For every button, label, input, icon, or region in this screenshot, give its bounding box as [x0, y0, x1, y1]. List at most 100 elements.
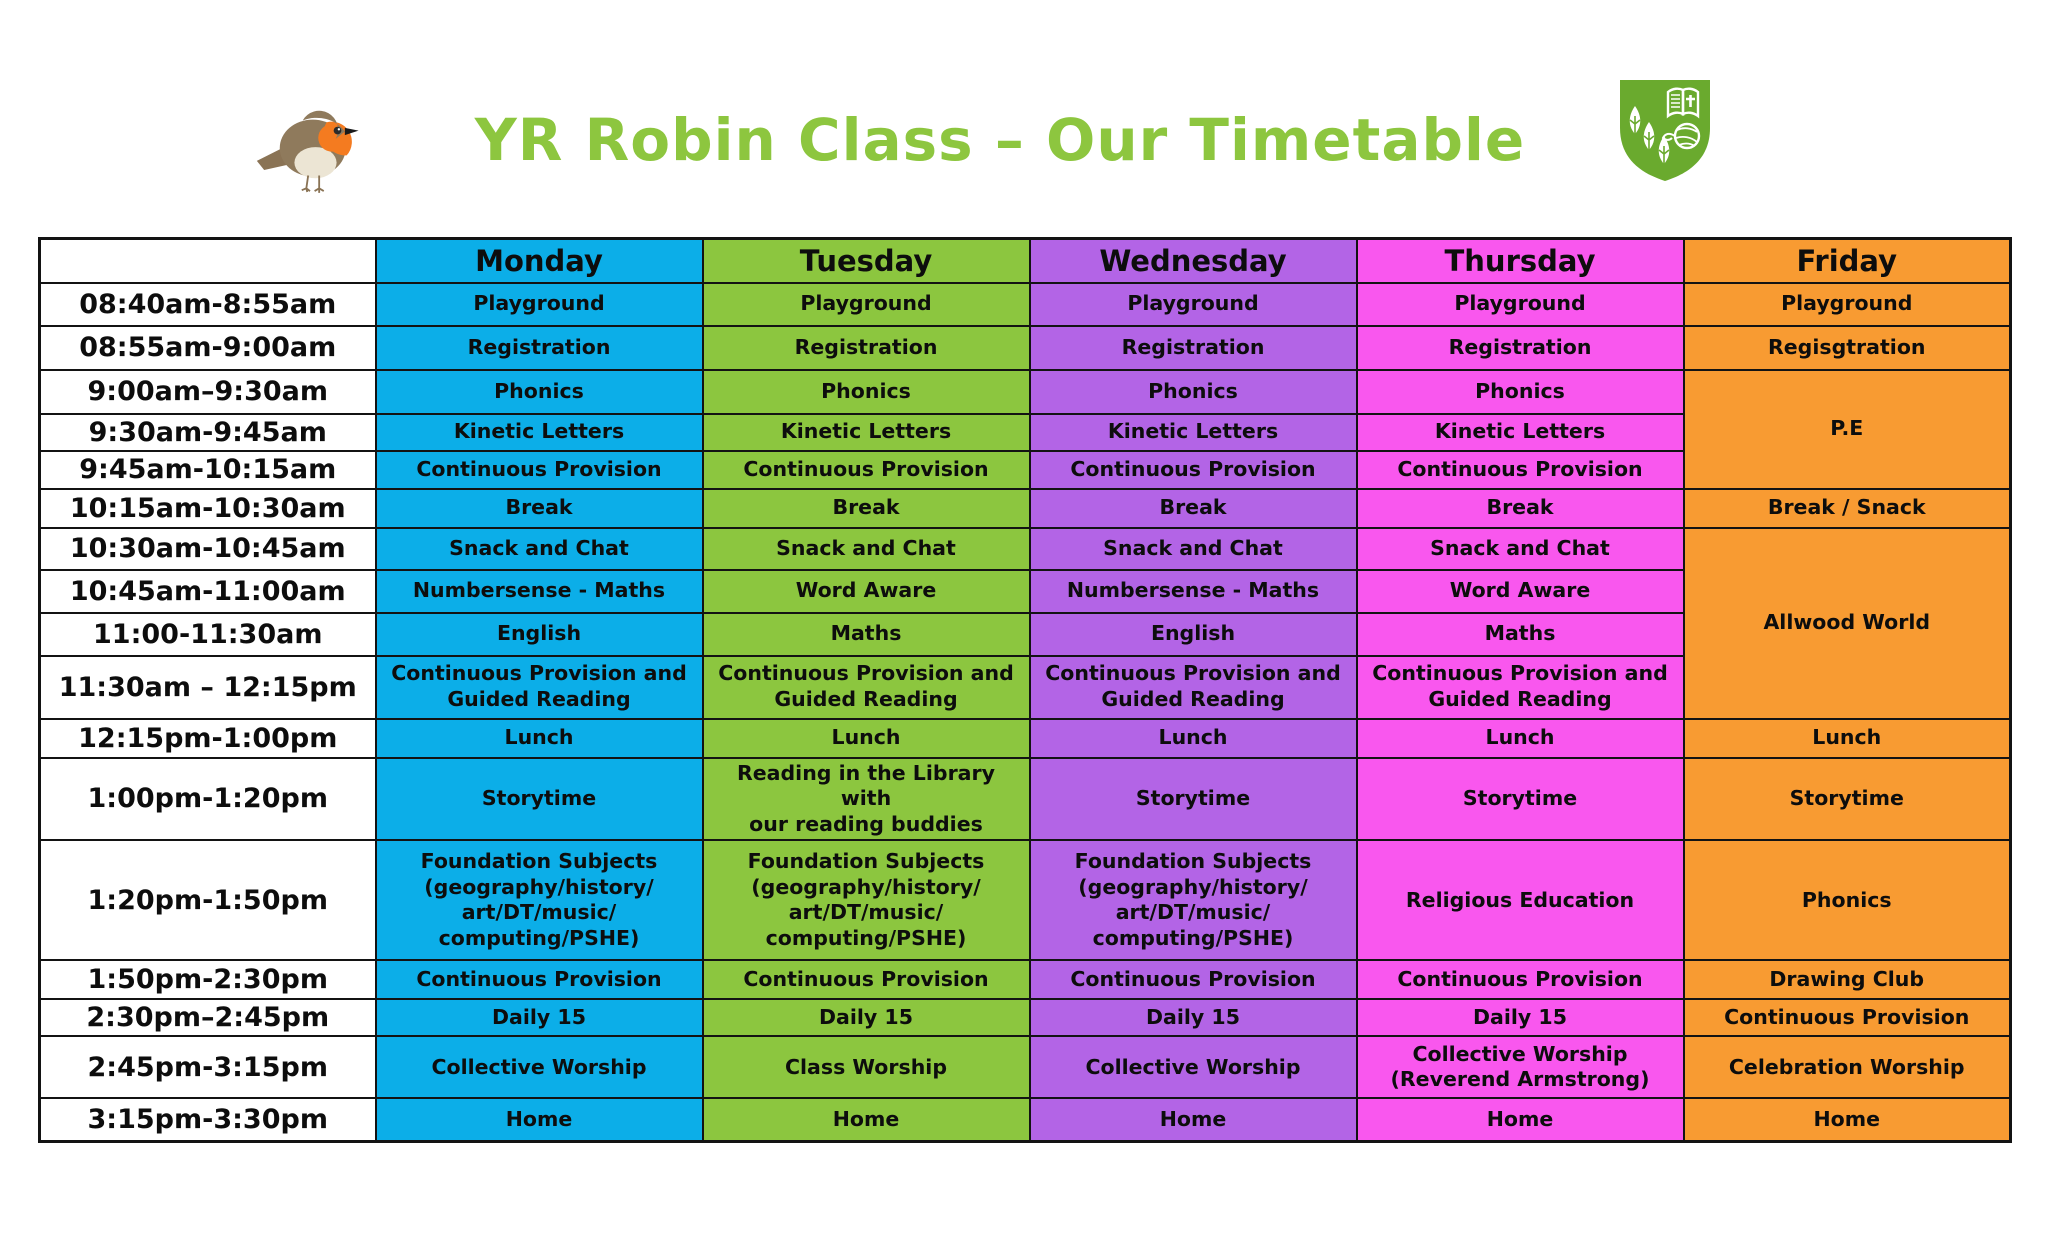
activity-cell: Lunch	[1682, 717, 2012, 759]
activity-cell: Phonics	[374, 368, 704, 415]
time-slot: 12:15pm-1:00pm	[38, 717, 377, 759]
activity-cell: Storytime	[1355, 756, 1685, 842]
time-slot: 10:15am-10:30am	[38, 487, 377, 529]
activity-cell: Kinetic Letters	[701, 412, 1031, 452]
activity-cell: Kinetic Letters	[1355, 412, 1685, 452]
time-slot: 08:55am-9:00am	[38, 324, 377, 371]
activity-cell: Daily 15	[701, 998, 1031, 1038]
timetable-row: 1:00pm-1:20pm Storytime Reading in the Lib…	[38, 756, 2012, 842]
activity-cell: Continuous Provision	[1028, 449, 1358, 490]
activity-cell: Continuous Provision	[701, 449, 1031, 490]
activity-cell: Phonics	[1355, 368, 1685, 415]
activity-cell: Registration	[1355, 324, 1685, 371]
activity-cell: Playground	[1028, 281, 1358, 327]
activity-cell: Storytime	[374, 756, 704, 842]
activity-cell: Registration	[374, 324, 704, 371]
activity-cell: Collective Worship (Reverend Armstrong)	[1355, 1035, 1685, 1100]
timetable-row: 2:30pm–2:45pm Daily 15 Daily 15 Daily 15 Dai…	[38, 998, 2012, 1038]
activity-cell: Daily 15	[1355, 998, 1685, 1038]
activity-cell: Storytime	[1028, 756, 1358, 842]
activity-cell: Continuous Provision	[374, 449, 704, 490]
activity-cell: Reading in the Library with our reading …	[701, 756, 1031, 842]
activity-cell: Continuous Provision and Guided Reading	[1355, 654, 1685, 720]
activity-cell: Foundation Subjects (geography/history/ …	[701, 839, 1031, 962]
timetable-container: Monday Tuesday Wednesday Thursday Friday 08:…	[38, 237, 2012, 1143]
timetable-row: 12:15pm-1:00pm Lunch Lunch Lunch Lunch Lunch	[38, 717, 2012, 759]
activity-cell: Playground	[701, 281, 1031, 327]
activity-cell: Lunch	[1355, 717, 1685, 759]
activity-cell: Snack and Chat	[374, 526, 704, 571]
leaf-trees-icon	[1629, 106, 1670, 170]
activity-cell: Continuous Provision	[1682, 998, 2012, 1038]
timetable-row: 10:45am-11:00am Numbersense - Maths Word A…	[38, 568, 2011, 614]
activity-cell: Phonics	[1028, 368, 1358, 415]
activity-cell: Lunch	[1028, 717, 1358, 759]
activity-cell: Word Aware	[701, 568, 1031, 614]
time-slot: 08:40am-8:55am	[38, 281, 377, 327]
corner-cell	[38, 237, 377, 284]
activity-cell: Break	[1028, 487, 1358, 529]
time-slot: 9:00am–9:30am	[38, 368, 377, 415]
timetable-row: 11:00-11:30am English Maths English Maths	[38, 611, 2011, 657]
time-slot: 1:00pm-1:20pm	[38, 756, 377, 842]
page-header: YR Robin Class – Our Timetable	[0, 30, 2048, 200]
activity-cell: Home	[1028, 1097, 1358, 1143]
time-slot: 3:15pm-3:30pm	[38, 1097, 377, 1143]
day-header-tuesday: Tuesday	[701, 237, 1031, 284]
activity-cell: Word Aware	[1355, 568, 1685, 614]
timetable-row: 08:40am-8:55am Playground Playground Playgr…	[38, 281, 2012, 327]
activity-cell: Playground	[1355, 281, 1685, 327]
timetable-row: 1:20pm-1:50pm Foundation Subjects (geogra…	[38, 839, 2012, 962]
activity-cell: Continuous Provision and Guided Reading	[1028, 654, 1358, 720]
open-book-with-cross-icon	[1666, 87, 1700, 119]
time-slot: 9:45am-10:15am	[38, 449, 377, 490]
activity-cell: Daily 15	[374, 998, 704, 1038]
activity-cell: Numbersense - Maths	[1028, 568, 1358, 614]
activity-cell: Playground	[1682, 281, 2012, 327]
activity-cell: Maths	[701, 611, 1031, 657]
activity-cell: Foundation Subjects (geography/history/ …	[1028, 839, 1358, 962]
activity-cell: Storytime	[1682, 756, 2012, 842]
activity-cell: Religious Education	[1355, 839, 1685, 962]
day-header-wednesday: Wednesday	[1028, 237, 1358, 284]
activity-cell: Regisgtration	[1682, 324, 2012, 371]
robin-illustration	[256, 110, 359, 193]
activity-cell: Numbersense - Maths	[374, 568, 704, 614]
activity-cell: Registration	[701, 324, 1031, 371]
activity-cell: Class Worship	[701, 1035, 1031, 1100]
timetable-row: 08:55am-9:00am Registration Registration Re…	[38, 324, 2012, 371]
activity-cell: Phonics	[1682, 839, 2012, 962]
activity-cell: Daily 15	[1028, 998, 1358, 1038]
timetable-row: 11:30am – 12:15pm Continuous Provision an…	[38, 654, 2011, 720]
yarn-ball-icon	[1661, 122, 1701, 150]
time-slot: 1:50pm-2:30pm	[38, 959, 377, 1001]
timetable-row: 2:45pm-3:15pm Collective Worship Class Wor…	[38, 1035, 2012, 1100]
timetable: Monday Tuesday Wednesday Thursday Friday 08:…	[38, 237, 2012, 1143]
activity-cell: Collective Worship	[374, 1035, 704, 1100]
activity-cell: Continuous Provision	[1355, 959, 1685, 1001]
activity-cell: Snack and Chat	[1028, 526, 1358, 571]
activity-cell: Kinetic Letters	[374, 412, 704, 452]
timetable-row: 9:45am-10:15am Continuous Provision Contin…	[38, 449, 2011, 490]
timetable-row: 10:30am-10:45am Snack and Chat Snack and C…	[38, 526, 2012, 720]
activity-cell: Phonics	[701, 368, 1031, 415]
activity-cell: Break	[374, 487, 704, 529]
activity-cell: Home	[1682, 1097, 2012, 1143]
activity-cell: Drawing Club	[1682, 959, 2012, 1001]
activity-cell: Break / Snack	[1682, 487, 2012, 529]
day-header-monday: Monday	[374, 237, 704, 284]
activity-cell: Snack and Chat	[701, 526, 1031, 571]
activity-cell: Continuous Provision and Guided Reading	[701, 654, 1031, 720]
activity-cell: English	[374, 611, 704, 657]
activity-cell: Break	[701, 487, 1031, 529]
timetable-row: 1:50pm-2:30pm Continuous Provision Continu…	[38, 959, 2012, 1001]
activity-cell: Snack and Chat	[1355, 526, 1685, 571]
activity-cell: Kinetic Letters	[1028, 412, 1358, 452]
activity-cell: Home	[1355, 1097, 1685, 1143]
time-slot: 10:30am-10:45am	[38, 526, 377, 571]
school-logo-shield	[1620, 80, 1710, 181]
time-slot: 9:30am-9:45am	[38, 412, 377, 452]
activity-cell: Break	[1355, 487, 1685, 529]
activity-cell: Celebration Worship	[1682, 1035, 2012, 1100]
